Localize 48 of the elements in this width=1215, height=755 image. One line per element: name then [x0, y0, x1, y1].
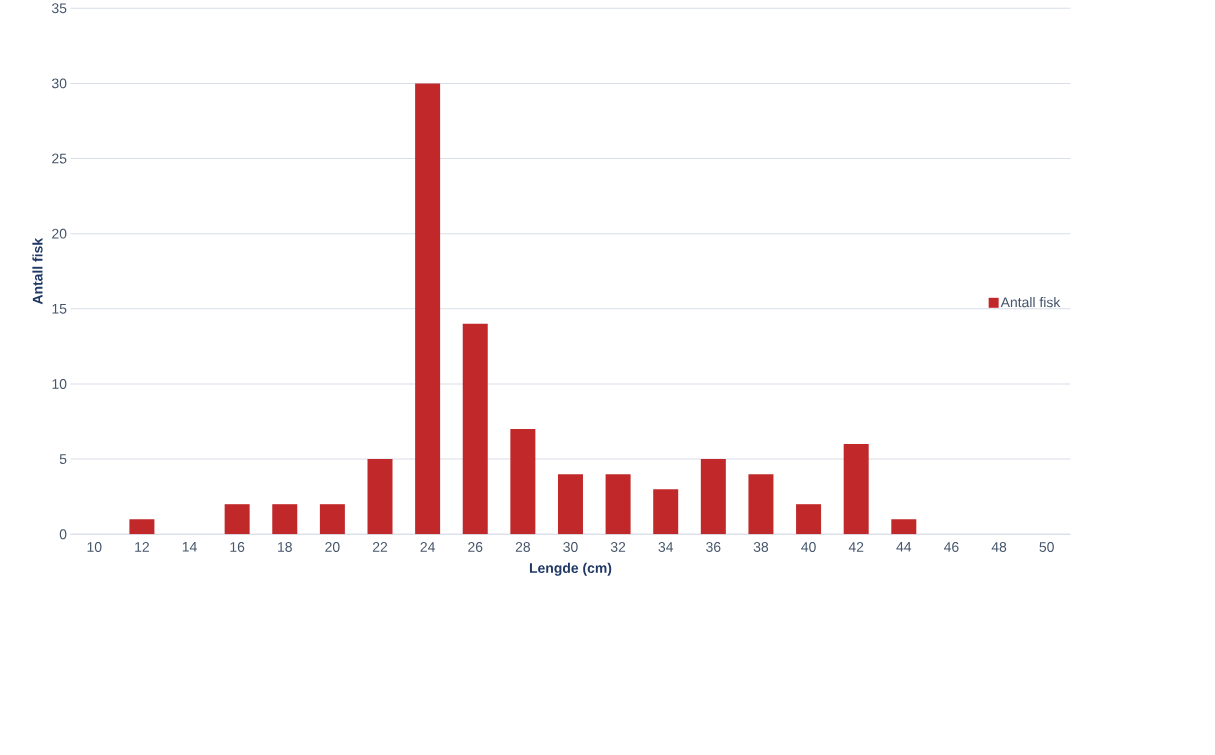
- bar: [367, 459, 393, 535]
- y-axis-title: Antall fisk: [32, 237, 43, 305]
- bar: [319, 504, 345, 535]
- x-tick-label: 20: [325, 541, 340, 552]
- bar: [129, 519, 155, 535]
- y-tick-label: 20: [52, 228, 67, 239]
- legend-label: Antall fisk: [1000, 296, 1061, 308]
- y-tick-label: 0: [59, 529, 67, 540]
- y-tick-label: 5: [59, 454, 67, 464]
- y-tick-label: 35: [51, 3, 67, 14]
- x-tick-label: 22: [372, 541, 388, 552]
- x-tick-label: 36: [706, 541, 721, 552]
- x-tick-label: 28: [515, 541, 531, 552]
- x-tick-label: 46: [943, 541, 959, 552]
- x-tick-label: 18: [278, 541, 292, 552]
- x-tick-label: 34: [658, 541, 674, 552]
- bar: [653, 489, 679, 535]
- bar: [605, 474, 631, 535]
- bar: [510, 428, 536, 535]
- x-tick-label: 16: [230, 541, 245, 552]
- bar: [843, 444, 869, 535]
- x-tick-label: 38: [753, 541, 769, 552]
- x-tick-label: 44: [896, 541, 912, 552]
- y-tick-label: 10: [52, 378, 67, 389]
- x-tick-label: 30: [563, 541, 578, 552]
- bar: [415, 83, 441, 535]
- x-tick-label: 26: [468, 541, 483, 552]
- bar: [748, 474, 774, 535]
- bar: [796, 504, 822, 535]
- x-tick-label: 10: [87, 541, 102, 552]
- x-tick-label: 42: [848, 541, 864, 552]
- x-axis-title: Lengde (cm): [529, 562, 612, 576]
- bar: [557, 474, 583, 535]
- y-tick-label: 25: [52, 153, 67, 164]
- y-tick-label: 15: [52, 303, 67, 314]
- x-tick-label: 48: [991, 541, 1007, 552]
- bar: [272, 504, 298, 535]
- bar: [462, 323, 488, 535]
- x-tick-label: 32: [610, 541, 626, 552]
- bar: [700, 459, 726, 535]
- x-tick-label: 40: [801, 541, 816, 552]
- x-tick-label: 24: [420, 541, 435, 552]
- bar: [891, 519, 917, 535]
- bar: [224, 504, 250, 535]
- x-tick-label: 12: [135, 541, 149, 552]
- x-tick-label: 50: [1039, 541, 1054, 552]
- y-tick-label: 30: [51, 78, 67, 89]
- x-tick-label: 14: [182, 541, 197, 552]
